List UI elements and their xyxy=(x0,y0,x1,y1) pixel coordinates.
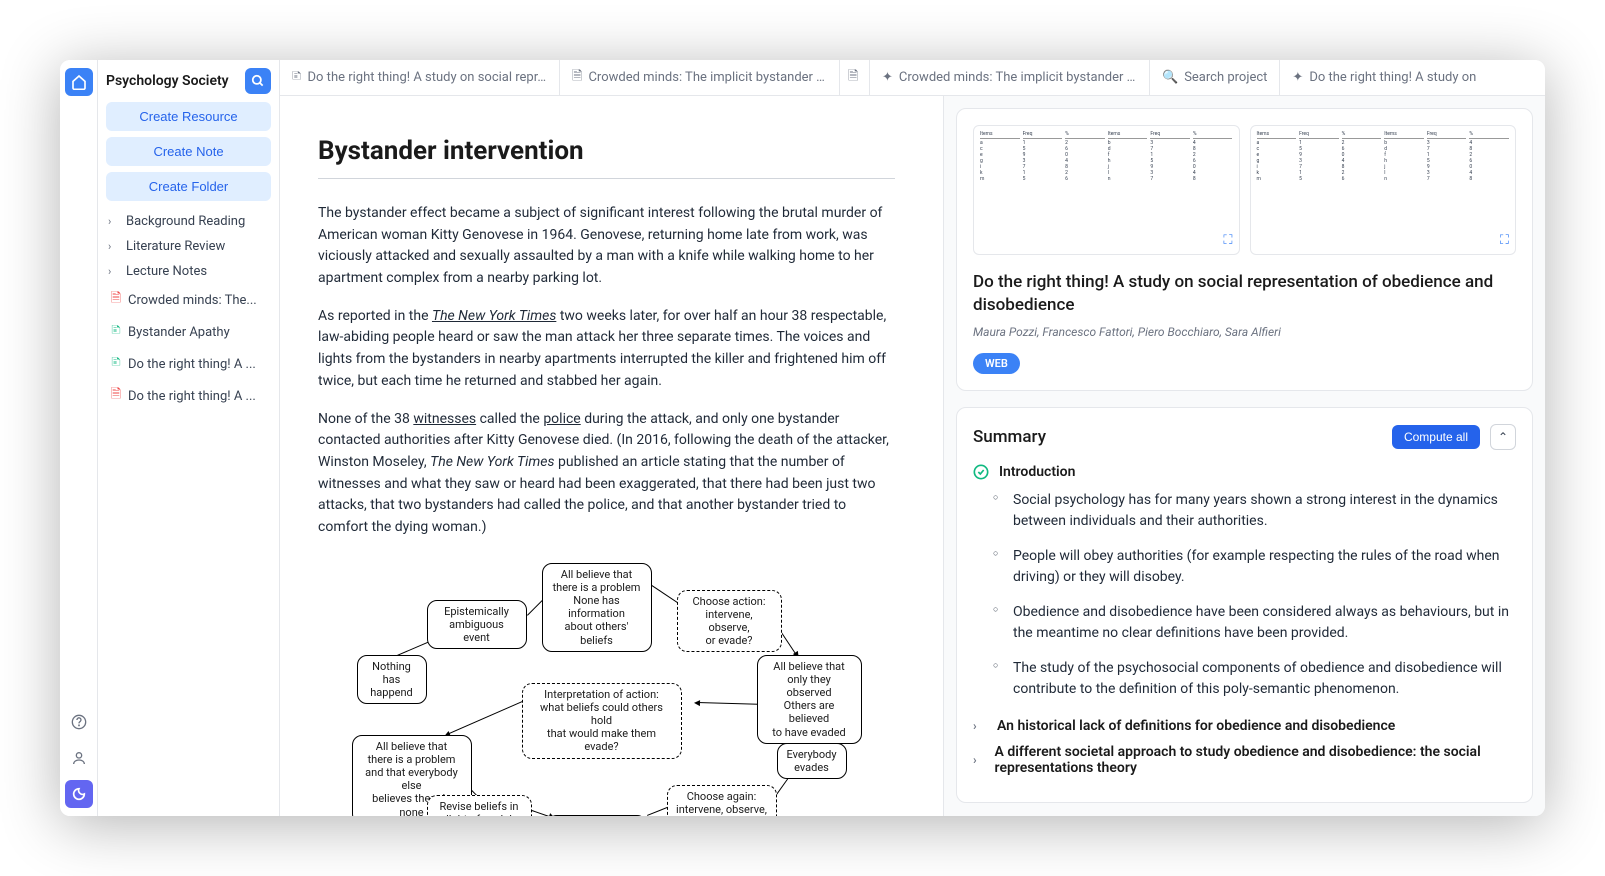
note-icon: 🗈 xyxy=(292,67,302,89)
flow-node: All believe that only they observed Othe… xyxy=(757,655,862,744)
tab-bar: 🗈Do the right thing! A study on social r… xyxy=(280,60,1545,96)
tab[interactable]: ✦Crowded minds: The implicit bystander e… xyxy=(870,60,1150,95)
paragraph: As reported in the The New York Times tw… xyxy=(318,306,895,393)
tab[interactable]: 🗎B xyxy=(840,60,870,95)
create-note-button[interactable]: Create Note xyxy=(106,137,271,166)
document-pane: Bystander intervention The bystander eff… xyxy=(280,96,944,816)
summary-card: Summary Compute all ⌃ Introduction xyxy=(956,407,1533,803)
collapsed-section[interactable]: › An historical lack of definitions for … xyxy=(973,718,1516,734)
chevron-right-icon: › xyxy=(973,753,985,767)
bullet-item: Obedience and disobedience have been con… xyxy=(1013,602,1516,644)
flow-edge xyxy=(446,699,526,735)
note-item[interactable]: 🗈Do the right thing! A ... xyxy=(102,348,275,380)
folder-item[interactable]: ›Lecture Notes xyxy=(102,259,275,284)
help-icon[interactable] xyxy=(65,708,93,736)
folder-item[interactable]: ›Background Reading xyxy=(102,209,275,234)
left-rail xyxy=(60,60,98,816)
tab[interactable]: 🗈Do the right thing! A study on social r… xyxy=(280,60,560,95)
chevron-right-icon: › xyxy=(108,265,122,278)
resource-item[interactable]: 🗎Do the right thing! A ... xyxy=(102,380,275,412)
sparkle-icon: ✦ xyxy=(1292,70,1303,85)
tab[interactable]: ✦Do the right thing! A study on xyxy=(1280,60,1488,95)
flow-node: Choose again: intervene, observe, or eva… xyxy=(667,785,777,816)
table-thumbnail[interactable]: ItemsFreq%ItemsFreq%a12b34c56d78e90f12g3… xyxy=(973,125,1240,255)
bullet-item: Social psychology has for many years sho… xyxy=(1013,490,1516,532)
folder-item[interactable]: ›Literature Review xyxy=(102,234,275,259)
document-icon: 🗎 xyxy=(108,289,124,311)
note-item[interactable]: 🗈Bystander Apathy xyxy=(102,316,275,348)
section-heading: Introduction xyxy=(999,464,1075,480)
source-badge: WEB xyxy=(973,353,1020,374)
chevron-right-icon: › xyxy=(108,240,122,253)
project-title: Psychology Society xyxy=(106,73,239,89)
compute-all-button[interactable]: Compute all xyxy=(1392,425,1480,449)
flowchart-diagram: Nothing has happendEpistemically ambiguo… xyxy=(347,555,867,816)
link[interactable]: police xyxy=(543,411,580,427)
link[interactable]: The New York Times xyxy=(432,308,556,324)
sparkle-icon: ✦ xyxy=(882,70,893,85)
collapse-button[interactable]: ⌃ xyxy=(1490,424,1516,450)
tab[interactable]: 🗎Crowded minds: The implicit bystander e… xyxy=(560,60,840,95)
document-icon: 🗎 xyxy=(572,67,582,89)
document-icon: 🗎 xyxy=(848,67,858,89)
search-button[interactable] xyxy=(245,68,271,94)
table-thumbnail[interactable]: ItemsFreq%ItemsFreq%a12b34c56d78e90f12g3… xyxy=(1250,125,1517,255)
paragraph: None of the 38 witnesses called the poli… xyxy=(318,409,895,539)
reference-card: ItemsFreq%ItemsFreq%a12b34c56d78e90f12g3… xyxy=(956,108,1533,391)
create-resource-button[interactable]: Create Resource xyxy=(106,102,271,131)
flow-node: Revise beliefs in light of social proof xyxy=(427,795,532,816)
create-folder-button[interactable]: Create Folder xyxy=(106,172,271,201)
note-icon: 🗈 xyxy=(108,321,124,343)
collapsed-section[interactable]: › A different societal approach to study… xyxy=(973,744,1516,776)
note-icon: 🗈 xyxy=(108,353,124,375)
search-icon: 🔍 xyxy=(1162,70,1178,85)
chevron-right-icon: › xyxy=(108,215,122,228)
flow-node: All believe that xyxy=(547,815,647,816)
document-icon: 🗎 xyxy=(108,385,124,407)
document-title: Bystander intervention xyxy=(318,136,895,166)
flow-node: Nothing has happend xyxy=(357,655,427,705)
tab-search[interactable]: 🔍Search project xyxy=(1150,60,1280,95)
divider xyxy=(318,178,895,179)
expand-icon[interactable]: ⛶ xyxy=(1500,233,1509,248)
home-button[interactable] xyxy=(65,68,93,96)
bullet-item: People will obey authorities (for exampl… xyxy=(1013,546,1516,588)
bullet-item: The study of the psychosocial components… xyxy=(1013,658,1516,700)
theme-button[interactable] xyxy=(65,780,93,808)
flow-node: Everybody evades xyxy=(777,743,847,779)
expand-icon[interactable]: ⛶ xyxy=(1223,233,1232,248)
flow-node: Epistemically ambiguous event xyxy=(427,600,527,650)
sidebar: Psychology Society Create Resource Creat… xyxy=(98,60,280,816)
file-tree: ›Background Reading ›Literature Review ›… xyxy=(98,209,279,412)
user-icon[interactable] xyxy=(65,744,93,772)
reference-pane: ItemsFreq%ItemsFreq%a12b34c56d78e90f12g3… xyxy=(944,96,1545,816)
resource-item[interactable]: 🗎Crowded minds: The... xyxy=(102,284,275,316)
summary-bullets: Social psychology has for many years sho… xyxy=(973,490,1516,700)
paragraph: The bystander effect became a subject of… xyxy=(318,203,895,290)
chevron-right-icon: › xyxy=(973,719,987,733)
flow-node: Interpretation of action: what beliefs c… xyxy=(522,683,682,759)
reference-title: Do the right thing! A study on social re… xyxy=(973,271,1516,317)
reference-authors: Maura Pozzi, Francesco Fattori, Piero Bo… xyxy=(973,325,1516,339)
link[interactable]: witnesses xyxy=(413,411,476,427)
flow-node: All believe that there is a problem None… xyxy=(542,563,652,652)
check-circle-icon xyxy=(973,464,989,480)
flow-node: Choose action: intervene, observe, or ev… xyxy=(677,590,782,653)
summary-title: Summary xyxy=(973,427,1046,447)
